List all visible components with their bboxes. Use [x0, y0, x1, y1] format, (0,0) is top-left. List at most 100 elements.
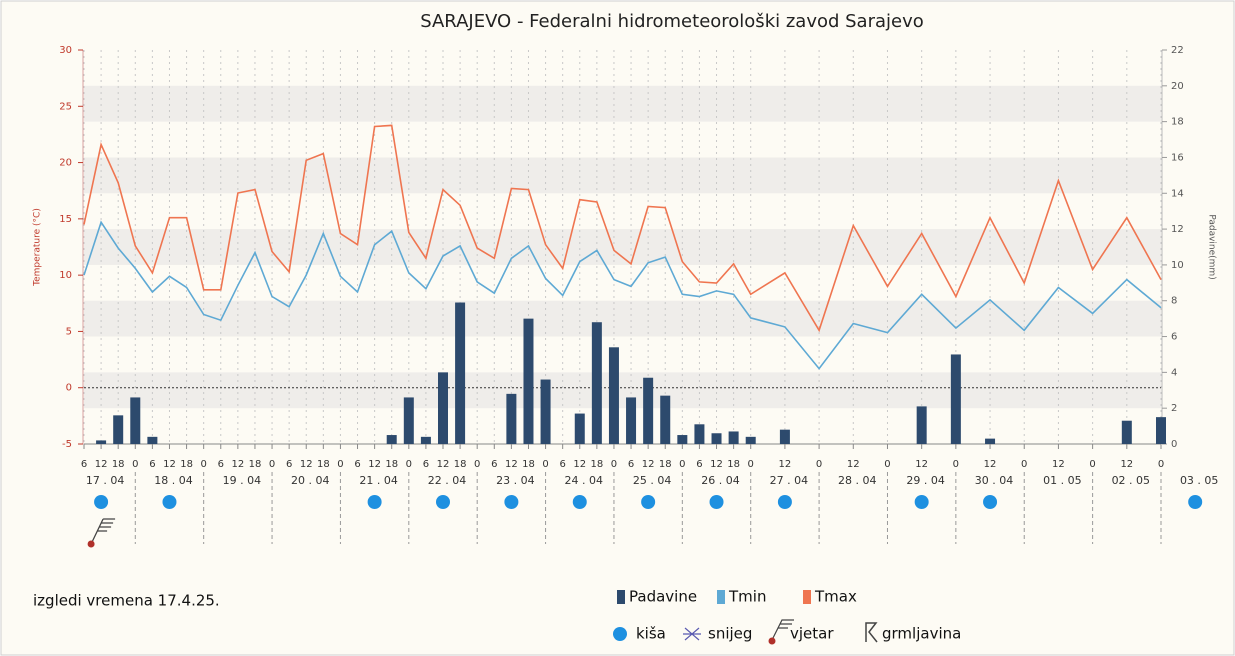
y2-tick-label: 10 [1171, 260, 1184, 271]
x-tick-label: 12 [779, 459, 792, 470]
bar [711, 433, 722, 444]
rain-icon [983, 495, 998, 509]
x-tick-label: 0 [337, 459, 343, 470]
bar [643, 377, 654, 444]
wind-icon-dot [87, 540, 95, 548]
grid-band [84, 85, 1161, 122]
y2-tick-label: 0 [1171, 439, 1177, 450]
day-label: 02 . 05 [1112, 474, 1150, 487]
y2-tick-label: 4 [1171, 367, 1177, 378]
x-tick-label: 18 [727, 459, 740, 470]
legend-swatch [717, 590, 725, 604]
x-tick-label: 0 [748, 459, 754, 470]
x-tick-label: 0 [200, 459, 206, 470]
y2-axis-label: Padavine(mm) [1207, 214, 1217, 279]
legend-swatch [803, 590, 811, 604]
rain-icon [504, 495, 519, 509]
rain-icon [914, 495, 929, 509]
day-label: 30 . 04 [975, 474, 1013, 487]
bar [147, 436, 158, 444]
day-label: 03 . 05 [1180, 474, 1218, 487]
legend-label: Tmax [814, 588, 857, 606]
day-label: 23 . 04 [496, 474, 534, 487]
x-tick-label: 18 [454, 459, 467, 470]
x-tick-label: 18 [522, 459, 535, 470]
y2-tick-label: 12 [1171, 224, 1184, 235]
y-tick-label: 0 [66, 383, 72, 394]
line [83, 124, 1162, 333]
x-tick-label: 0 [406, 459, 412, 470]
x-tick-label: 18 [385, 459, 398, 470]
y-tick-label: 30 [59, 45, 72, 56]
x-tick-label: 6 [696, 459, 702, 470]
legend-symbol-label: kiša [636, 625, 666, 643]
y2-tick-label: 14 [1171, 188, 1184, 199]
grid-band [84, 229, 1161, 265]
x-tick-label: 12 [984, 459, 997, 470]
y2-tick-label: 20 [1171, 81, 1184, 92]
legend-rain-icon [613, 627, 627, 641]
bar [916, 406, 927, 444]
bar [96, 440, 107, 444]
legend-symbol-label: vjetar [790, 625, 834, 643]
day-label: 19 . 04 [223, 474, 261, 487]
x-tick-label: 18 [180, 459, 193, 470]
bar [420, 436, 431, 444]
x-tick-label: 6 [423, 459, 429, 470]
rain-icon [162, 495, 177, 509]
x-tick-label: 12 [437, 459, 450, 470]
day-label: 25 . 04 [633, 474, 671, 487]
x-tick-label: 12 [1052, 459, 1065, 470]
x-tick-label: 18 [590, 459, 603, 470]
day-label: 29 . 04 [906, 474, 944, 487]
grid-band [84, 157, 1161, 194]
x-tick-label: 18 [249, 459, 262, 470]
day-label: 21 . 04 [359, 474, 397, 487]
y-tick-label: 15 [59, 214, 72, 225]
bar [540, 379, 551, 444]
legend-wind-dot [768, 637, 776, 645]
y-tick-label: 5 [66, 326, 72, 337]
rain-icon [777, 495, 792, 509]
y2-tick-label: 8 [1171, 296, 1177, 307]
x-tick-label: 12 [231, 459, 244, 470]
bar [728, 431, 739, 444]
x-tick-label: 18 [112, 459, 125, 470]
bar [130, 397, 141, 444]
x-tick-label: 12 [368, 459, 381, 470]
x-tick-label: 18 [659, 459, 672, 470]
y2-tick-label: 22 [1171, 45, 1184, 56]
x-tick-label: 0 [1089, 459, 1095, 470]
bar [574, 413, 585, 444]
x-tick-label: 6 [628, 459, 634, 470]
x-tick-label: 6 [286, 459, 292, 470]
grid-band [84, 300, 1161, 337]
x-tick-label: 0 [816, 459, 822, 470]
legend-wind-icon [771, 619, 794, 641]
x-tick-label: 6 [354, 459, 360, 470]
x-tick-label: 6 [81, 459, 87, 470]
x-tick-label: 12 [847, 459, 860, 470]
y-axis-label: Temperature (°C) [33, 208, 43, 287]
x-tick-label: 0 [474, 459, 480, 470]
rain-icon [641, 495, 656, 509]
bar [660, 395, 671, 444]
bar [985, 438, 996, 444]
legend-label: Tmin [728, 588, 766, 606]
x-tick-label: 6 [559, 459, 565, 470]
bar [1156, 417, 1166, 444]
x-tick-label: 12 [163, 459, 176, 470]
x-tick-label: 18 [317, 459, 330, 470]
bar [608, 347, 619, 444]
chart-title: SARAJEVO - Federalni hidrometeorološki z… [420, 11, 924, 32]
grid-band [84, 372, 1161, 409]
legend-symbol-label: grmljavina [882, 625, 961, 643]
wind-icon [90, 518, 116, 545]
bar [506, 393, 517, 444]
bar [113, 415, 124, 444]
x-tick-label: 0 [679, 459, 685, 470]
x-tick-label: 0 [611, 459, 617, 470]
x-tick-label: 0 [1158, 459, 1164, 470]
